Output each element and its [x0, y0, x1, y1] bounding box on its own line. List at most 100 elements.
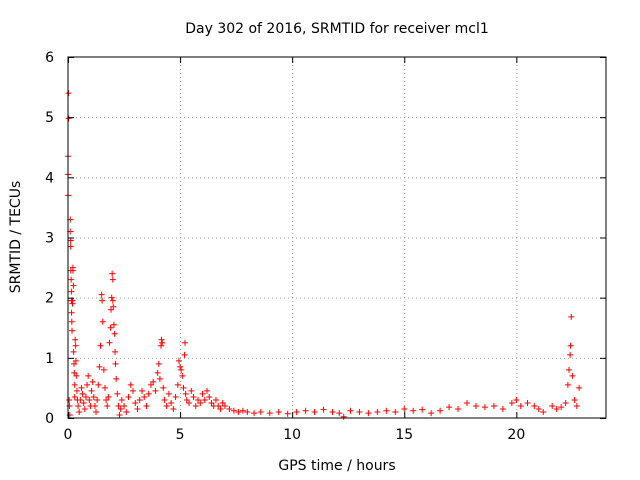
data-point: [97, 342, 104, 349]
data-point: [65, 115, 72, 122]
data-point: [165, 390, 172, 397]
data-point: [73, 387, 80, 394]
data-point: [105, 393, 112, 400]
data-point: [66, 396, 73, 403]
data-point: [108, 294, 115, 301]
data-point: [141, 393, 148, 400]
data-point: [481, 404, 488, 411]
data-point: [531, 402, 538, 409]
data-point: [95, 381, 102, 388]
data-point: [564, 381, 571, 388]
data-point: [190, 393, 197, 400]
y-tick-label: 5: [45, 110, 54, 126]
data-point: [145, 390, 152, 397]
data-point: [161, 396, 168, 403]
data-point: [159, 339, 166, 346]
data-point: [132, 399, 139, 406]
data-point: [201, 396, 208, 403]
data-point: [524, 399, 531, 406]
data-point: [125, 393, 132, 400]
data-point: [174, 381, 181, 388]
data-point: [168, 399, 175, 406]
y-tick-label: 2: [45, 291, 54, 307]
data-point: [567, 342, 574, 349]
data-point: [158, 336, 165, 343]
x-tick-label: 5: [176, 427, 185, 443]
data-point: [284, 410, 291, 417]
data-point: [67, 237, 74, 244]
data-point: [558, 404, 565, 411]
data-point: [215, 402, 222, 409]
data-point: [114, 390, 121, 397]
data-point: [155, 360, 162, 367]
data-point: [68, 318, 75, 325]
data-point: [320, 406, 327, 413]
data-point: [109, 297, 116, 304]
data-point: [192, 402, 199, 409]
data-point: [70, 348, 77, 355]
data-point: [82, 393, 89, 400]
data-point: [188, 387, 195, 394]
data-point: [181, 351, 188, 358]
data-point: [72, 357, 79, 364]
data-point: [567, 351, 574, 358]
data-point: [69, 327, 76, 334]
chart-title: Day 302 of 2016, SRMTID for receiver mcl…: [185, 21, 489, 37]
data-point: [110, 303, 117, 310]
data-point: [100, 366, 107, 373]
data-points: [65, 90, 583, 420]
data-point: [71, 360, 78, 367]
data-point: [68, 309, 75, 316]
data-point: [90, 393, 97, 400]
data-point: [472, 402, 479, 409]
data-point: [275, 408, 282, 415]
data-point: [116, 411, 123, 418]
data-point: [81, 405, 88, 412]
data-point: [383, 407, 390, 414]
data-point: [68, 288, 75, 295]
data-point: [566, 366, 573, 373]
data-point: [517, 402, 524, 409]
data-point: [172, 393, 179, 400]
data-point: [79, 390, 86, 397]
data-point: [199, 390, 206, 397]
data-point: [549, 402, 556, 409]
y-tick-label: 3: [45, 231, 54, 247]
data-point: [203, 387, 210, 394]
data-point: [101, 384, 108, 391]
grid-lines: [68, 57, 606, 418]
data-point: [257, 408, 264, 415]
data-point: [182, 390, 189, 397]
x-tick-label: 15: [395, 427, 413, 443]
y-tick-label: 6: [45, 50, 54, 66]
data-point: [99, 297, 106, 304]
data-point: [293, 408, 300, 415]
data-point: [170, 405, 177, 412]
data-point: [401, 405, 408, 412]
data-point: [163, 402, 170, 409]
data-point: [206, 393, 213, 400]
data-point: [104, 402, 111, 409]
data-point: [419, 406, 426, 413]
data-point: [123, 408, 130, 415]
data-point: [71, 381, 78, 388]
x-tick-label: 20: [507, 427, 525, 443]
data-point: [117, 405, 124, 412]
data-point: [110, 321, 117, 328]
data-point: [150, 378, 157, 385]
data-point: [127, 381, 134, 388]
data-point: [553, 405, 560, 412]
data-point: [136, 396, 143, 403]
data-point: [208, 399, 215, 406]
data-point: [134, 405, 141, 412]
x-axis-label: GPS time / hours: [278, 458, 395, 474]
data-point: [76, 408, 83, 415]
data-point: [75, 402, 82, 409]
data-point: [217, 405, 224, 412]
data-point: [109, 276, 116, 283]
data-point: [156, 375, 163, 382]
data-point: [428, 410, 435, 417]
data-point: [239, 407, 246, 414]
data-point: [226, 405, 233, 412]
data-point: [108, 306, 115, 313]
